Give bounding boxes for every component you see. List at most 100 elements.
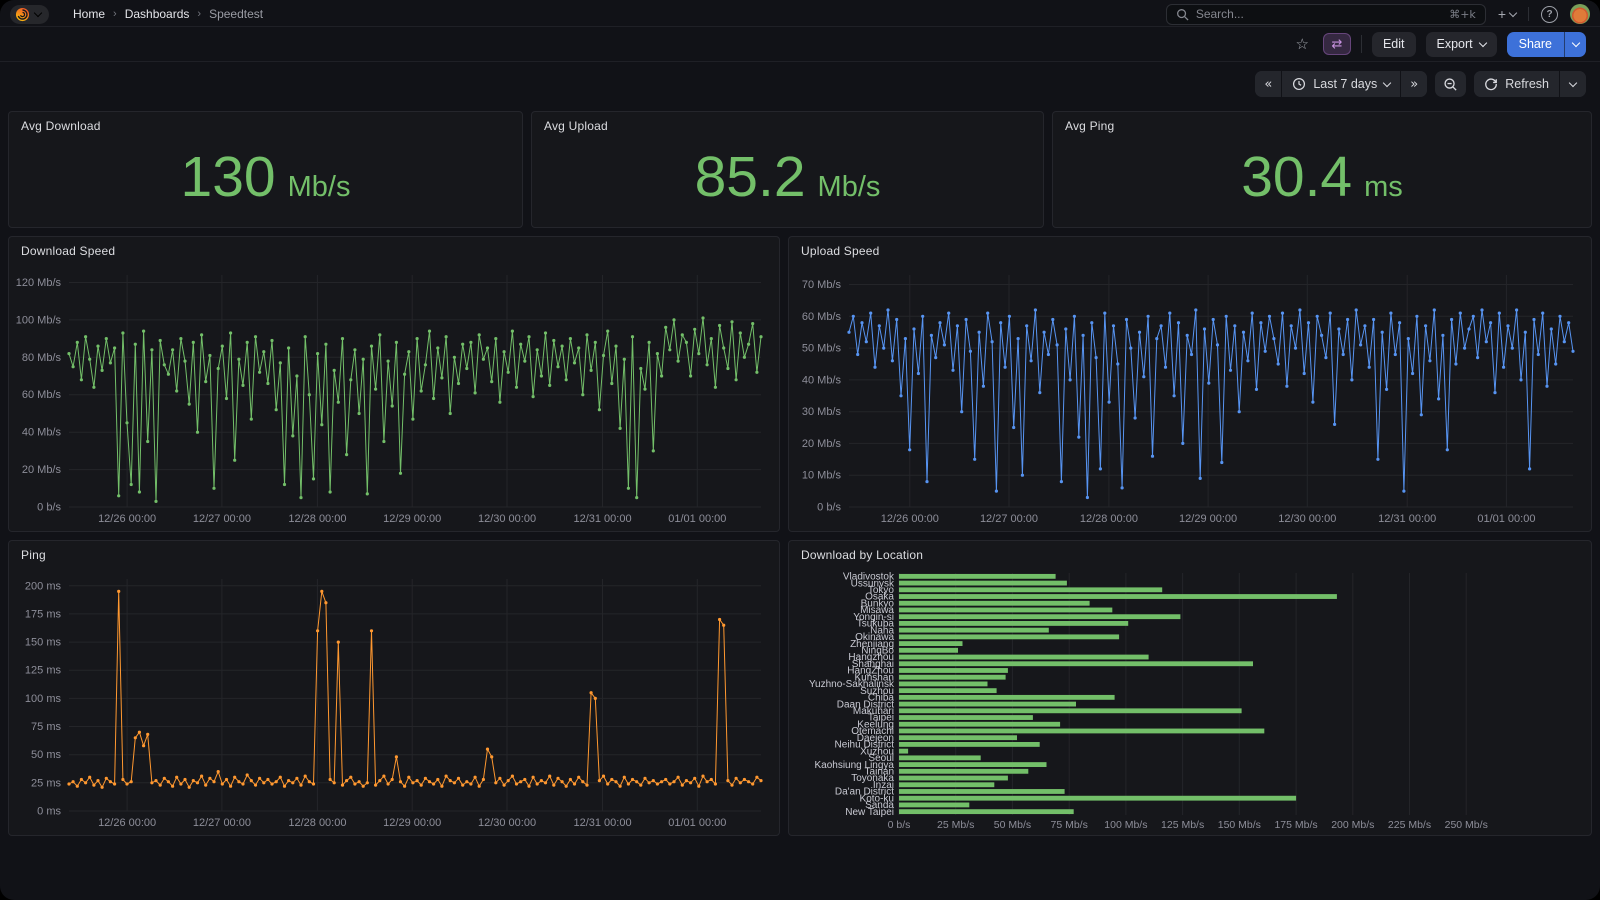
svg-text:12/28 00:00: 12/28 00:00 xyxy=(288,817,346,829)
swap-arrows-icon: ⇄ xyxy=(1332,37,1343,52)
panel-title: Upload Speed xyxy=(789,237,1591,258)
ping-chart[interactable]: 0 ms25 ms50 ms75 ms100 ms125 ms150 ms175… xyxy=(13,569,775,831)
search-icon xyxy=(1176,8,1189,21)
svg-text:175 ms: 175 ms xyxy=(25,608,62,620)
assistant-button[interactable]: ⇄ xyxy=(1323,33,1351,55)
stat-panel-avg-download: Avg Download 130Mb/s xyxy=(8,111,523,228)
help-button[interactable]: ? xyxy=(1541,6,1558,23)
clock-icon xyxy=(1292,77,1306,91)
panel-ping: Ping 0 ms25 ms50 ms75 ms100 ms125 ms150 … xyxy=(8,540,780,836)
svg-text:0 ms: 0 ms xyxy=(37,806,61,818)
nav-right-group: Search... ⌘+k + ? xyxy=(1166,4,1590,25)
svg-text:12/29 00:00: 12/29 00:00 xyxy=(383,513,441,525)
svg-text:60 Mb/s: 60 Mb/s xyxy=(802,311,842,323)
search-placeholder: Search... xyxy=(1196,7,1244,21)
svg-text:0 b/s: 0 b/s xyxy=(37,502,61,514)
avatar[interactable] xyxy=(1570,4,1590,24)
star-icon: ☆ xyxy=(1296,35,1309,53)
refresh-button[interactable]: Refresh xyxy=(1474,71,1560,97)
svg-text:125 Mb/s: 125 Mb/s xyxy=(1161,819,1204,831)
chevron-down-icon xyxy=(1571,38,1579,46)
breadcrumb-home[interactable]: Home xyxy=(73,7,105,21)
ping-location-row: Ping 0 ms25 ms50 ms75 ms100 ms125 ms150 … xyxy=(8,540,1592,836)
time-controls-bar: « Last 7 days » Refresh xyxy=(0,62,1600,106)
svg-text:25 ms: 25 ms xyxy=(31,777,61,789)
svg-text:75 Mb/s: 75 Mb/s xyxy=(1050,819,1087,831)
upload-speed-chart[interactable]: 0 b/s10 Mb/s20 Mb/s30 Mb/s40 Mb/s50 Mb/s… xyxy=(793,265,1587,527)
svg-text:12/26 00:00: 12/26 00:00 xyxy=(98,513,156,525)
export-button[interactable]: Export xyxy=(1426,32,1497,57)
zoom-out-button[interactable] xyxy=(1435,71,1466,97)
time-shift-back-button[interactable]: « xyxy=(1255,71,1282,97)
refresh-interval-dropdown[interactable] xyxy=(1560,71,1586,97)
svg-text:20 Mb/s: 20 Mb/s xyxy=(22,464,62,476)
stat-number: 30.4 xyxy=(1241,149,1352,206)
svg-text:200 Mb/s: 200 Mb/s xyxy=(1331,819,1374,831)
export-label: Export xyxy=(1437,37,1473,51)
svg-text:250 Mb/s: 250 Mb/s xyxy=(1445,819,1488,831)
speed-charts-row: Download Speed 0 b/s20 Mb/s40 Mb/s60 Mb/… xyxy=(8,236,1592,532)
divider xyxy=(1361,35,1362,53)
svg-text:20 Mb/s: 20 Mb/s xyxy=(802,438,842,450)
panel-title: Download by Location xyxy=(789,541,1591,562)
time-shift-forward-button[interactable]: » xyxy=(1401,71,1427,97)
grafana-logo-icon xyxy=(15,7,30,22)
svg-text:12/30 00:00: 12/30 00:00 xyxy=(478,817,536,829)
svg-text:40 Mb/s: 40 Mb/s xyxy=(22,427,62,439)
download-by-location-chart[interactable]: 0 b/s25 Mb/s50 Mb/s75 Mb/s100 Mb/s125 Mb… xyxy=(793,569,1587,831)
breadcrumb: Home › Dashboards › Speedtest xyxy=(73,7,263,21)
time-range-picker[interactable]: Last 7 days xyxy=(1282,71,1401,97)
svg-text:01/01 00:00: 01/01 00:00 xyxy=(1477,513,1535,525)
share-dropdown-button[interactable] xyxy=(1564,32,1586,57)
svg-text:150 Mb/s: 150 Mb/s xyxy=(1218,819,1261,831)
panel-download-by-location: Download by Location 0 b/s25 Mb/s50 Mb/s… xyxy=(788,540,1592,836)
star-button[interactable]: ☆ xyxy=(1292,33,1313,55)
share-split-button: Share xyxy=(1507,32,1586,57)
svg-text:30 Mb/s: 30 Mb/s xyxy=(802,406,842,418)
breadcrumb-separator-icon: › xyxy=(197,8,201,20)
refresh-icon xyxy=(1484,77,1498,91)
stat-value-avg-download: 130Mb/s xyxy=(9,112,522,227)
svg-text:200 ms: 200 ms xyxy=(25,580,62,592)
edit-button[interactable]: Edit xyxy=(1372,32,1416,57)
refresh-group: Refresh xyxy=(1474,71,1586,97)
org-switcher[interactable] xyxy=(10,5,49,24)
download-speed-chart[interactable]: 0 b/s20 Mb/s40 Mb/s60 Mb/s80 Mb/s100 Mb/… xyxy=(13,265,775,527)
top-nav: Home › Dashboards › Speedtest Search... … xyxy=(0,0,1600,27)
panel-title: Ping xyxy=(9,541,779,562)
stat-value-avg-ping: 30.4 ms xyxy=(1053,112,1591,227)
breadcrumb-dashboards[interactable]: Dashboards xyxy=(125,7,190,21)
search-input[interactable]: Search... ⌘+k xyxy=(1166,4,1486,25)
stat-number: 85.2 xyxy=(695,149,806,206)
chevron-down-icon xyxy=(1478,38,1486,46)
breadcrumb-current-page: Speedtest xyxy=(209,7,263,21)
svg-text:New Taipei: New Taipei xyxy=(845,807,894,818)
svg-text:0 b/s: 0 b/s xyxy=(817,502,841,514)
svg-text:60 Mb/s: 60 Mb/s xyxy=(22,389,62,401)
keyboard-shortcut: ⌘+k xyxy=(1449,8,1476,21)
time-range-label: Last 7 days xyxy=(1313,77,1377,91)
svg-text:12/31 00:00: 12/31 00:00 xyxy=(573,513,631,525)
svg-text:12/30 00:00: 12/30 00:00 xyxy=(1278,513,1336,525)
dashboard-actions-bar: ☆ ⇄ Edit Export Share xyxy=(0,27,1600,62)
panel-download-speed: Download Speed 0 b/s20 Mb/s40 Mb/s60 Mb/… xyxy=(8,236,780,532)
stat-unit: ms xyxy=(1364,171,1403,204)
svg-text:12/26 00:00: 12/26 00:00 xyxy=(881,513,939,525)
share-button[interactable]: Share xyxy=(1507,32,1564,57)
divider xyxy=(1528,7,1529,21)
svg-text:125 ms: 125 ms xyxy=(25,665,62,677)
add-new-button[interactable]: + xyxy=(1498,6,1516,22)
panel-upload-speed: Upload Speed 0 b/s10 Mb/s20 Mb/s30 Mb/s4… xyxy=(788,236,1592,532)
svg-text:12/29 00:00: 12/29 00:00 xyxy=(1179,513,1237,525)
chevron-down-icon xyxy=(34,8,42,16)
chevron-down-icon xyxy=(1509,8,1517,16)
svg-text:12/29 00:00: 12/29 00:00 xyxy=(383,817,441,829)
svg-text:0 b/s: 0 b/s xyxy=(888,819,911,831)
svg-text:150 ms: 150 ms xyxy=(25,637,62,649)
svg-text:12/28 00:00: 12/28 00:00 xyxy=(1080,513,1138,525)
svg-text:50 Mb/s: 50 Mb/s xyxy=(802,343,842,355)
stat-panel-avg-upload: Avg Upload 85.2Mb/s xyxy=(531,111,1044,228)
help-icon: ? xyxy=(1541,6,1558,23)
svg-text:01/01 00:00: 01/01 00:00 xyxy=(668,817,726,829)
svg-text:12/27 00:00: 12/27 00:00 xyxy=(980,513,1038,525)
